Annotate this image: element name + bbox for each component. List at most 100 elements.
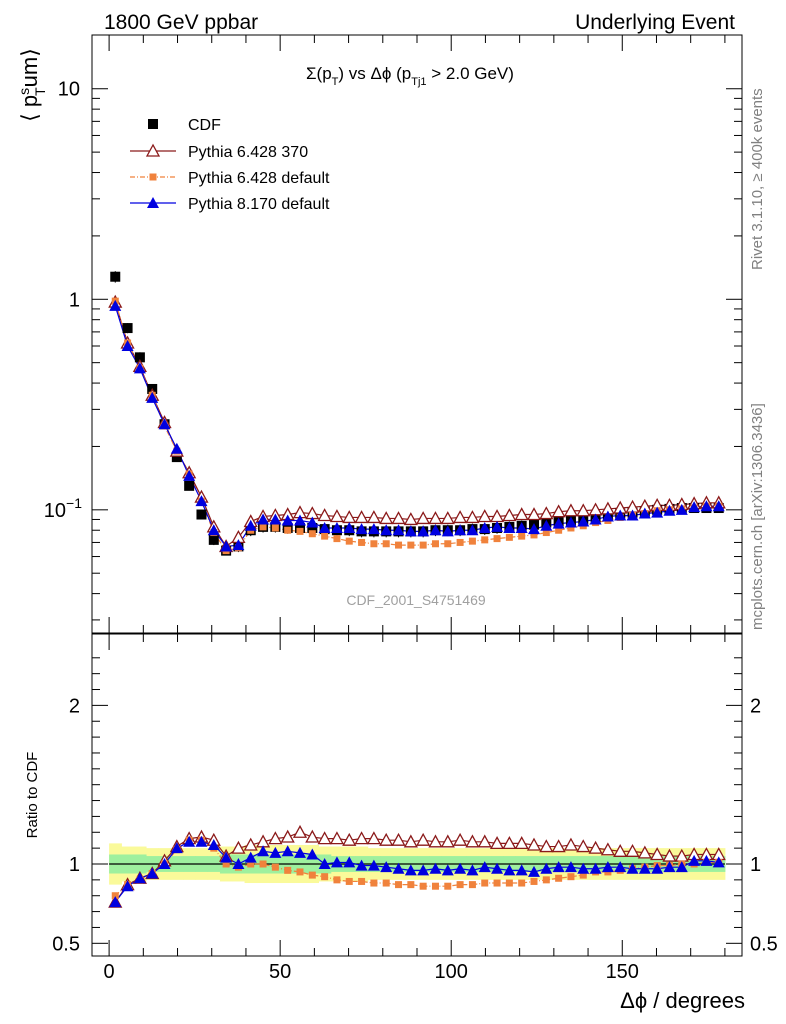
ratio-point bbox=[358, 877, 366, 885]
ratio-point bbox=[222, 860, 230, 868]
data-point bbox=[306, 516, 319, 528]
data-point bbox=[308, 530, 316, 538]
ratio-point bbox=[366, 831, 381, 845]
ratio-point bbox=[404, 864, 417, 876]
data-point bbox=[345, 537, 353, 545]
data-point bbox=[284, 526, 292, 534]
ratio-point bbox=[567, 873, 575, 881]
data-point bbox=[133, 362, 146, 374]
x-axis-label: Δϕ / degrees bbox=[620, 988, 745, 1013]
data-point bbox=[651, 506, 664, 518]
data-point bbox=[555, 526, 563, 534]
data-point bbox=[307, 522, 318, 533]
data-point bbox=[281, 514, 294, 526]
ratio-point bbox=[552, 861, 565, 873]
ratio-point bbox=[518, 879, 526, 887]
x-tick-label: 0 bbox=[104, 961, 115, 983]
ratio-y-tick-label-right: 0.5 bbox=[750, 933, 778, 955]
ratio-point bbox=[528, 865, 540, 877]
ratio-y-tick-label-right: 1 bbox=[750, 854, 761, 876]
data-point bbox=[207, 524, 220, 536]
data-point bbox=[317, 508, 332, 522]
data-point bbox=[502, 508, 517, 522]
data-point bbox=[465, 510, 480, 524]
ratio-point bbox=[183, 835, 196, 847]
data-point bbox=[109, 299, 122, 311]
ratio-point bbox=[502, 836, 517, 850]
ratio-point bbox=[431, 882, 439, 890]
ratio-point bbox=[441, 864, 454, 876]
ratio-point bbox=[133, 872, 146, 884]
ratio-y-tick-label: 2 bbox=[69, 695, 80, 717]
ratio-point bbox=[505, 879, 513, 887]
ratio-point bbox=[318, 858, 331, 869]
ratio-point bbox=[712, 856, 725, 868]
data-point bbox=[515, 521, 528, 533]
data-point bbox=[392, 524, 405, 536]
ratio-point bbox=[651, 862, 664, 874]
ratio-point bbox=[637, 845, 652, 859]
legend-label: Pythia 6.428 370 bbox=[188, 144, 308, 161]
ratio-point bbox=[416, 832, 431, 846]
data-point bbox=[244, 519, 257, 531]
ratio-point bbox=[382, 879, 390, 887]
main-panel: 10 1 10−1 ⟨ psTum⟩ Σ(pT) vs Δϕ (pTj1 > 2.0 G… bbox=[16, 35, 742, 956]
data-point bbox=[158, 418, 171, 430]
ratio-point bbox=[625, 843, 640, 857]
ratio-point bbox=[391, 832, 406, 846]
data-point bbox=[453, 510, 468, 524]
data-point bbox=[712, 500, 725, 512]
ratio-point bbox=[551, 839, 566, 853]
ratio-point bbox=[440, 834, 455, 848]
data-point bbox=[626, 509, 639, 521]
data-point bbox=[491, 520, 504, 532]
energy-label: 1800 GeV ppbar bbox=[104, 11, 258, 34]
data-point bbox=[514, 507, 529, 521]
data-point bbox=[296, 527, 304, 535]
data-point bbox=[208, 534, 219, 545]
ratio-point bbox=[281, 845, 294, 857]
ratio-point bbox=[468, 881, 476, 889]
x-tick-label: 150 bbox=[606, 961, 639, 983]
data-point bbox=[477, 509, 492, 523]
ratio-point bbox=[542, 876, 550, 884]
data-point bbox=[417, 525, 430, 537]
ratio-point bbox=[650, 847, 665, 861]
data-point bbox=[539, 506, 554, 520]
ratio-point bbox=[232, 858, 245, 869]
ratio-panel: 2 2 1 1 0.5 0.5 Ratio to CDF 0 50 100 150 Δϕ / degr… bbox=[24, 657, 778, 1013]
data-point bbox=[391, 511, 406, 525]
data-point bbox=[367, 523, 380, 535]
ratio-point bbox=[526, 837, 542, 851]
ratio-point bbox=[419, 882, 427, 890]
ratio-point bbox=[662, 848, 677, 862]
ratio-point bbox=[395, 881, 403, 889]
ratio-point bbox=[539, 839, 554, 853]
ratio-point bbox=[306, 848, 319, 860]
data-point bbox=[530, 531, 538, 539]
ratio-point bbox=[613, 843, 628, 857]
data-point bbox=[232, 539, 245, 551]
data-point bbox=[481, 536, 489, 544]
data-point bbox=[638, 507, 651, 519]
ratio-point bbox=[456, 881, 464, 889]
ratio-point bbox=[257, 845, 270, 857]
ratio-point bbox=[453, 832, 468, 846]
ratio-point bbox=[700, 854, 713, 866]
ratio-point bbox=[626, 862, 639, 874]
ratio-point bbox=[478, 861, 491, 873]
ratio-point bbox=[317, 831, 332, 845]
ratio-point bbox=[407, 881, 415, 889]
ratio-point bbox=[280, 829, 295, 843]
ratio-point bbox=[481, 879, 489, 887]
ratio-point bbox=[428, 834, 443, 848]
ratio-panel-frame bbox=[91, 633, 743, 957]
ratio-y-tick-label: 0.5 bbox=[52, 933, 80, 955]
ratio-point bbox=[333, 876, 341, 884]
data-point bbox=[366, 510, 381, 524]
ratio-point bbox=[675, 861, 688, 873]
ratio-point bbox=[503, 864, 516, 876]
data-point bbox=[528, 523, 540, 535]
ratio-point bbox=[109, 896, 122, 908]
